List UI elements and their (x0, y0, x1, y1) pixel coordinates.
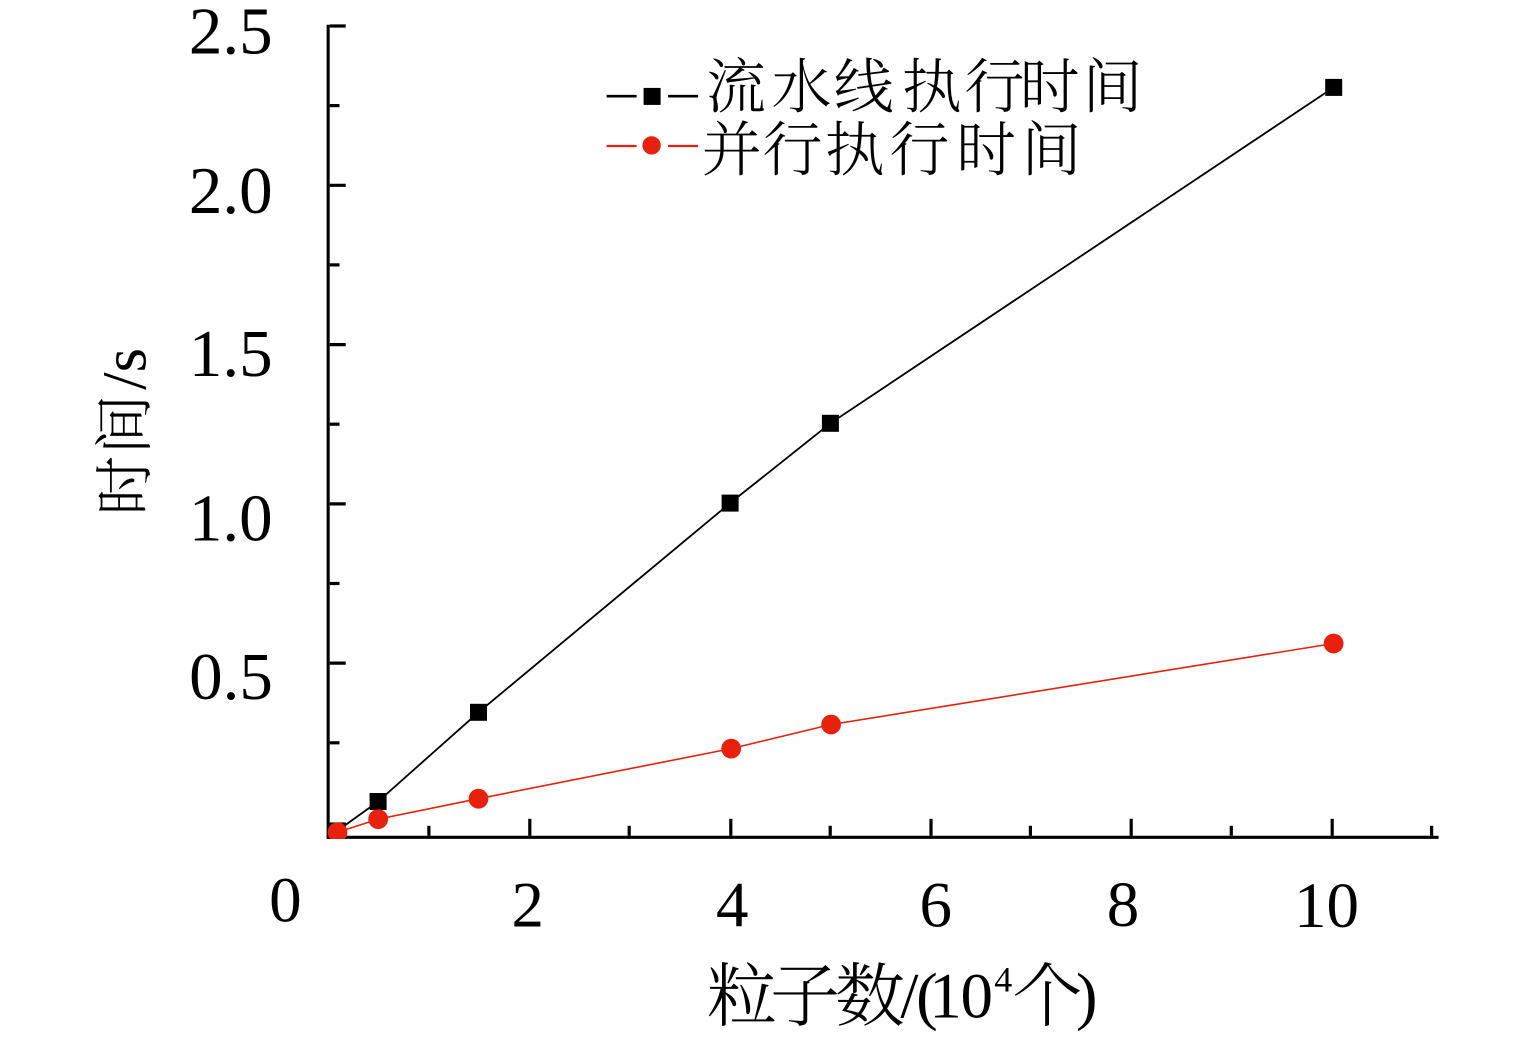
svg-text:8: 8 (1107, 869, 1140, 941)
svg-text:2.0: 2.0 (189, 154, 273, 228)
svg-text:1.5: 1.5 (189, 317, 273, 391)
svg-text:1.0: 1.0 (189, 482, 273, 556)
svg-text:10: 10 (1294, 870, 1359, 942)
svg-text:0.5: 0.5 (189, 640, 273, 714)
svg-text:6: 6 (919, 870, 952, 942)
svg-text:4: 4 (994, 960, 1012, 1000)
svg-text:/: / (900, 961, 919, 1033)
svg-text:2.5: 2.5 (189, 0, 273, 68)
svg-text:1: 1 (929, 961, 962, 1033)
svg-text:0: 0 (269, 865, 302, 937)
svg-text:/s: /s (90, 348, 160, 390)
svg-text:(: ( (916, 961, 938, 1033)
svg-text:0: 0 (960, 961, 993, 1033)
svg-text:2: 2 (511, 870, 544, 942)
svg-text:4: 4 (716, 870, 749, 942)
svg-text:): ) (1076, 961, 1098, 1033)
